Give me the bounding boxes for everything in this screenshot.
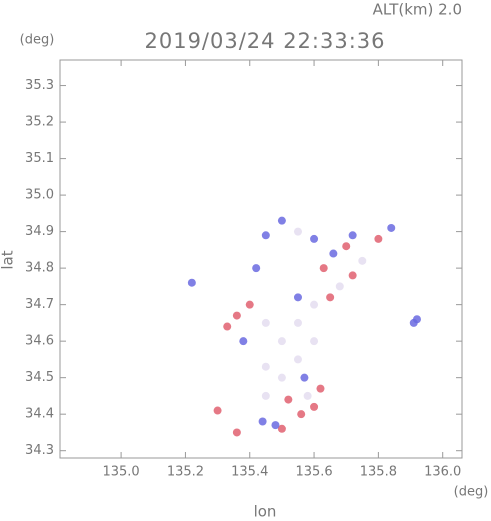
data-point [387,223,396,232]
data-point [342,242,351,251]
data-point [310,337,319,346]
data-point [239,337,248,346]
data-point [277,373,286,382]
x-tick-label: 135.2 [167,465,204,480]
data-point [261,362,270,371]
data-point [319,264,328,273]
data-point [348,271,357,280]
y-tick-label: 34.8 [25,261,54,276]
y-tick-label: 34.3 [25,443,54,458]
y-tick-label: 34.5 [25,370,54,385]
data-point [310,402,319,411]
data-point [310,300,319,309]
x-tick-label: 135.8 [360,465,397,480]
y-tick-label: 34.6 [25,334,54,349]
x-tick-label: 135.4 [231,465,268,480]
data-point [316,384,325,393]
data-point [335,282,344,291]
data-point [213,406,222,415]
data-point [293,355,302,364]
data-point [297,410,306,419]
y-tick-label: 35.3 [25,78,54,93]
data-point [261,231,270,240]
data-point [300,373,309,382]
data-point [187,278,196,287]
data-point [271,421,280,430]
data-point [261,318,270,327]
data-point [223,322,232,331]
altitude-label: ALT(km) 2.0 [373,1,462,19]
data-point [310,234,319,243]
x-axis-label: lon [254,503,277,521]
data-point [277,216,286,225]
data-point [293,293,302,302]
data-point [277,424,286,433]
data-point [252,264,261,273]
data-point [348,231,357,240]
data-point [293,318,302,327]
data-point [358,256,367,265]
x-unit: (deg) [454,485,489,500]
data-point [293,227,302,236]
plot-frame [59,59,463,459]
y-tick-label: 35.2 [25,115,54,130]
data-point [329,249,338,258]
y-tick-label: 35.0 [25,188,54,203]
x-tick-label: 135.6 [295,465,332,480]
data-point [232,428,241,437]
data-point [303,391,312,400]
data-point [326,293,335,302]
y-tick-label: 35.1 [25,151,54,166]
x-tick-label: 136.0 [424,465,461,480]
data-point [258,417,267,426]
data-point [277,337,286,346]
y-unit: (deg) [20,33,55,48]
x-tick-label: 135.0 [102,465,139,480]
y-tick-label: 34.9 [25,224,54,239]
data-point [261,391,270,400]
data-point [409,318,418,327]
y-axis-label: lat [0,250,17,269]
data-point [232,311,241,320]
data-point [374,234,383,243]
y-tick-label: 34.4 [25,407,54,422]
y-tick-label: 34.7 [25,297,54,312]
chart-title: 2019/03/24 22:33:36 [144,29,385,53]
data-point [245,300,254,309]
data-point [284,395,293,404]
